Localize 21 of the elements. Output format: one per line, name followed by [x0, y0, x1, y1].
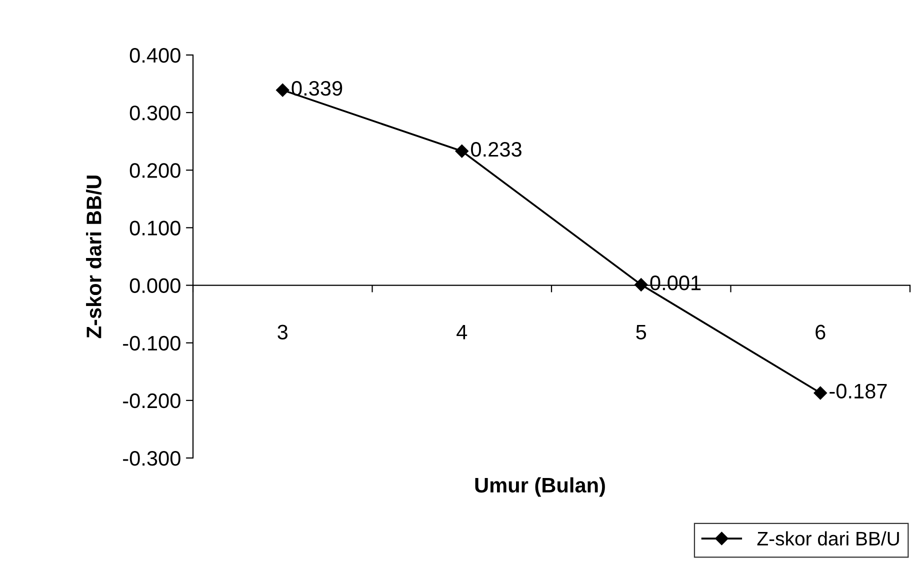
y-tick-label: 0.300 [130, 106, 180, 120]
x-axis-title: Umur (Bulan) [475, 477, 605, 497]
y-axis-title: Z-skor dari BB/U [86, 176, 102, 338]
data-label: 0.339 [292, 80, 342, 96]
data-label: 0.233 [471, 142, 522, 157]
y-tick-label: -0.100 [123, 336, 180, 351]
x-tick-label: 5 [636, 324, 646, 340]
legend-label: Z-skor dari BB/U [757, 531, 899, 546]
y-tick-label: -0.200 [123, 393, 180, 408]
x-tick-label: 6 [816, 324, 826, 340]
y-tick-label: 0.400 [130, 48, 180, 63]
y-tick-label: 0.100 [130, 220, 180, 236]
x-tick-label: 4 [456, 324, 468, 340]
y-tick-label: 0.200 [130, 163, 180, 178]
point [276, 84, 290, 97]
point [814, 386, 827, 400]
x-tick-label: 3 [278, 324, 288, 340]
y-tick-label: 0.000 [130, 278, 180, 294]
data-label: -0.187 [830, 384, 887, 399]
point [455, 144, 468, 158]
y-tick-label: -0.300 [123, 451, 180, 466]
